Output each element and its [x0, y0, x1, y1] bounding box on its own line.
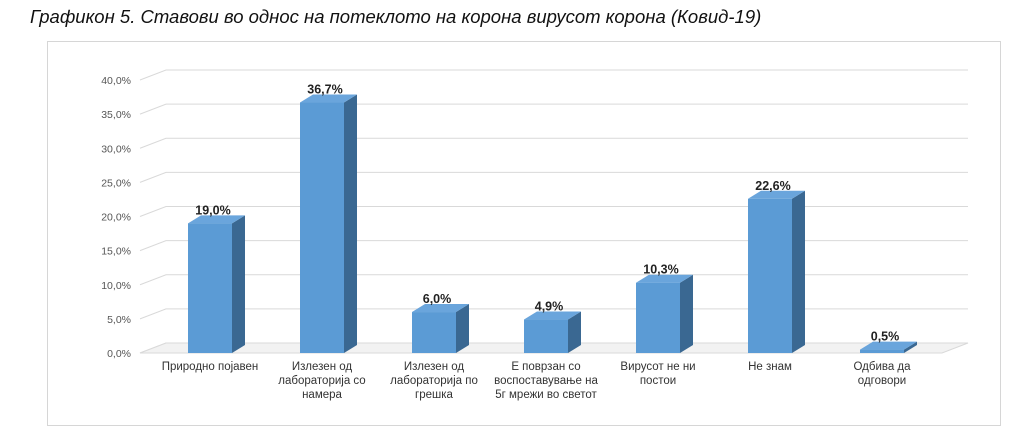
bar	[860, 341, 917, 353]
y-tick-label: 20,0%	[101, 212, 131, 224]
x-category-label: Вирусот не ни постои	[620, 361, 696, 387]
y-tick-label: 0,0%	[107, 348, 131, 360]
data-label: 4,9%	[535, 300, 564, 314]
y-tick-label: 10,0%	[101, 280, 131, 292]
data-label: 36,7%	[307, 83, 342, 97]
x-category-label: Е поврзан со воспоставување на 5г мрежи …	[494, 361, 598, 401]
gridline	[139, 206, 968, 217]
bar	[636, 274, 693, 353]
gridline	[139, 103, 968, 115]
x-category-label: Не знам	[748, 361, 792, 373]
gridline	[139, 171, 968, 183]
x-category-label: Природно појавен	[161, 361, 259, 373]
data-label: 0,5%	[871, 330, 900, 344]
data-label: 19,0%	[195, 203, 230, 217]
y-tick-label: 25,0%	[101, 177, 131, 189]
y-tick-label: 30,0%	[101, 143, 131, 155]
y-tick-label: 5,0%	[107, 314, 131, 326]
x-category-label: Излезен од лабораторија по грешка	[390, 361, 478, 401]
gridline	[139, 274, 968, 286]
gridline	[139, 69, 968, 81]
y-tick-label: 15,0%	[101, 246, 131, 258]
bar	[412, 304, 469, 353]
x-category-label: Излезен од лабораторија со намера	[278, 361, 366, 401]
chart-title: Графикон 5. Ставови во однос на потеклот…	[30, 6, 762, 27]
y-tick-label: 35,0%	[101, 109, 131, 121]
bar	[188, 215, 245, 353]
data-label: 6,0%	[423, 292, 452, 306]
data-label: 10,3%	[643, 263, 678, 277]
gridline	[139, 240, 968, 252]
chart-frame	[47, 41, 1001, 426]
gridline	[139, 308, 968, 320]
gridline	[139, 137, 968, 149]
y-tick-label: 40,0%	[101, 75, 131, 87]
bar	[300, 94, 357, 354]
bar	[524, 311, 581, 353]
x-category-label: Одбива да одговори	[853, 361, 911, 387]
bar	[748, 190, 805, 353]
data-label: 22,6%	[755, 179, 790, 193]
